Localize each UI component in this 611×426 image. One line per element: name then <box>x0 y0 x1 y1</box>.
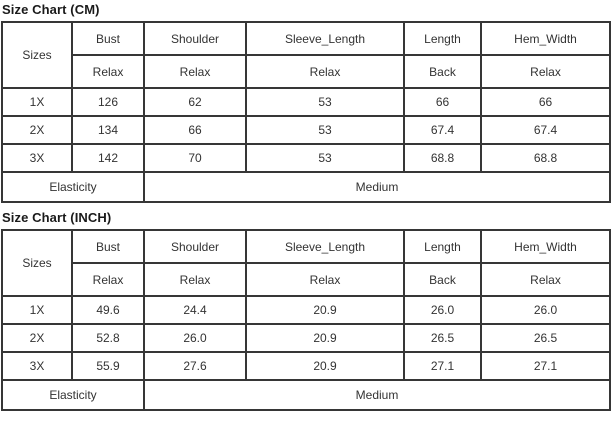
value-cell: 67.4 <box>480 115 611 145</box>
value-cell: 53 <box>245 87 405 117</box>
value-cell: 55.9 <box>71 351 145 381</box>
elasticity-row: Elasticity Medium <box>1 171 611 203</box>
size-chart-cm-title: Size Chart (CM) <box>2 2 100 17</box>
value-cell: 24.4 <box>143 295 247 325</box>
subheader-row: Relax Relax Relax Back Relax <box>2 54 611 89</box>
value-cell: 27.6 <box>143 351 247 381</box>
table-row: 1X 126 62 53 66 66 <box>1 87 611 117</box>
subheader-cell: Back <box>403 54 482 89</box>
size-cell: 3X <box>1 143 73 173</box>
header-row: Sizes Bust Shoulder Sleeve_Length Length… <box>1 229 611 297</box>
elasticity-value: Medium <box>143 379 611 411</box>
value-cell: 20.9 <box>245 351 405 381</box>
table-row: 3X 55.9 27.6 20.9 27.1 27.1 <box>1 351 611 381</box>
value-cell: 27.1 <box>403 351 482 381</box>
value-cell: 134 <box>71 115 145 145</box>
subheader-cell: Relax <box>245 54 405 89</box>
elasticity-label: Elasticity <box>1 171 145 203</box>
subheader-cell: Relax <box>245 262 405 297</box>
column-header-hem-width: Hem_Width <box>480 21 611 56</box>
column-header-length: Length <box>403 21 482 56</box>
table-row: 1X 49.6 24.4 20.9 26.0 26.0 <box>1 295 611 325</box>
table-row: 2X 52.8 26.0 20.9 26.5 26.5 <box>1 323 611 353</box>
elasticity-value: Medium <box>143 171 611 203</box>
value-cell: 52.8 <box>71 323 145 353</box>
subheader-cell: Relax <box>71 262 145 297</box>
value-cell: 53 <box>245 115 405 145</box>
column-header-bust: Bust <box>71 21 145 56</box>
header-row: Sizes Bust Shoulder Sleeve_Length Length… <box>1 21 611 89</box>
size-chart-inch-table: Sizes Bust Shoulder Sleeve_Length Length… <box>1 229 611 411</box>
subheader-cell: Relax <box>143 262 247 297</box>
table-row: 2X 134 66 53 67.4 67.4 <box>1 115 611 145</box>
size-cell: 3X <box>1 351 73 381</box>
size-chart-cm-table: Sizes Bust Shoulder Sleeve_Length Length… <box>1 21 611 203</box>
sizes-header-cell: Sizes <box>1 229 73 297</box>
table-row: 3X 142 70 53 68.8 68.8 <box>1 143 611 173</box>
value-cell: 26.5 <box>480 323 611 353</box>
value-cell: 26.0 <box>480 295 611 325</box>
size-chart-inch-title: Size Chart (INCH) <box>2 210 112 225</box>
subheader-cell: Relax <box>143 54 247 89</box>
value-cell: 26.0 <box>403 295 482 325</box>
size-cell: 2X <box>1 115 73 145</box>
value-cell: 67.4 <box>403 115 482 145</box>
value-cell: 68.8 <box>403 143 482 173</box>
column-header-sleeve-length: Sleeve_Length <box>245 229 405 264</box>
column-header-shoulder: Shoulder <box>143 21 247 56</box>
sizes-header-cell: Sizes <box>1 21 73 89</box>
column-header-sleeve-length: Sleeve_Length <box>245 21 405 56</box>
value-cell: 66 <box>403 87 482 117</box>
value-cell: 70 <box>143 143 247 173</box>
value-cell: 26.5 <box>403 323 482 353</box>
subheader-cell: Relax <box>480 54 611 89</box>
value-cell: 53 <box>245 143 405 173</box>
subheader-cell: Relax <box>71 54 145 89</box>
size-cell: 1X <box>1 295 73 325</box>
value-cell: 49.6 <box>71 295 145 325</box>
column-header-bust: Bust <box>71 229 145 264</box>
size-cell: 2X <box>1 323 73 353</box>
value-cell: 66 <box>480 87 611 117</box>
subheader-cell: Relax <box>480 262 611 297</box>
value-cell: 27.1 <box>480 351 611 381</box>
column-header-hem-width: Hem_Width <box>480 229 611 264</box>
value-cell: 20.9 <box>245 323 405 353</box>
column-header-shoulder: Shoulder <box>143 229 247 264</box>
value-cell: 20.9 <box>245 295 405 325</box>
value-cell: 126 <box>71 87 145 117</box>
subheader-cell: Back <box>403 262 482 297</box>
elasticity-label: Elasticity <box>1 379 145 411</box>
size-cell: 1X <box>1 87 73 117</box>
elasticity-row: Elasticity Medium <box>1 379 611 411</box>
value-cell: 62 <box>143 87 247 117</box>
column-header-length: Length <box>403 229 482 264</box>
value-cell: 26.0 <box>143 323 247 353</box>
value-cell: 142 <box>71 143 145 173</box>
subheader-row: Relax Relax Relax Back Relax <box>2 262 611 297</box>
value-cell: 66 <box>143 115 247 145</box>
value-cell: 68.8 <box>480 143 611 173</box>
